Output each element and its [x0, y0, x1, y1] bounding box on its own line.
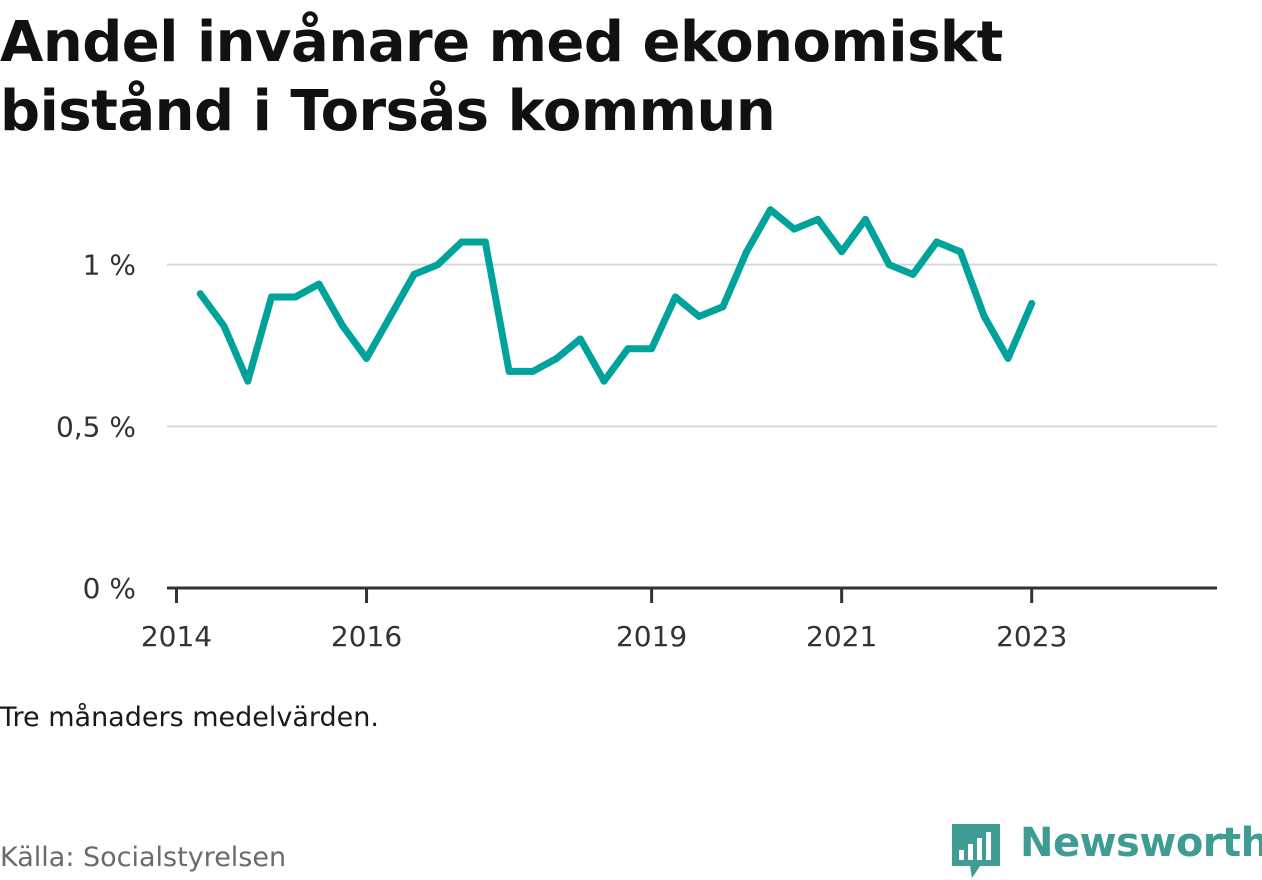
data-point: [790, 225, 798, 233]
data-point: [1028, 300, 1036, 307]
data-point: [410, 270, 418, 278]
source-label: Källa: Socialstyrelsen: [0, 842, 287, 873]
line-chart: 0 % 0,5 % 1 % 2014 2016 2019 2021 2023: [56, 206, 1217, 653]
data-point: [505, 367, 513, 375]
data-point: [244, 377, 252, 385]
chart-note: Tre månaders medelvärden.: [0, 702, 379, 733]
data-point: [956, 248, 964, 256]
data-point: [363, 354, 370, 362]
data-point: [458, 238, 466, 246]
brand-name: Newsworthy: [1020, 820, 1262, 866]
data-point: [434, 261, 442, 269]
data-point: [885, 261, 893, 269]
data-point: [529, 367, 537, 375]
y-tick-label: 0 %: [83, 572, 136, 605]
data-point: [671, 293, 679, 301]
x-tick-label: 2014: [141, 620, 212, 653]
data-point: [481, 238, 489, 246]
data-point: [196, 290, 204, 298]
data-point: [268, 293, 275, 301]
data-point: [600, 377, 608, 385]
data-point: [386, 312, 394, 320]
data-point: [980, 312, 988, 320]
data-point: [291, 293, 299, 301]
chart-title: Andel invånare med ekonomiskt bistånd i …: [0, 10, 1003, 144]
brand-logo: Newsworthy: [950, 818, 1262, 880]
data-point: [576, 335, 584, 343]
data-point: [766, 206, 774, 214]
data-point: [933, 238, 941, 246]
series-line: [196, 206, 1036, 385]
data-point: [1004, 354, 1012, 362]
x-tick-label: 2021: [806, 620, 877, 653]
x-axis-ticks: 2014 2016 2019 2021 2023: [141, 588, 1067, 653]
data-point: [553, 354, 561, 362]
x-tick-label: 2016: [331, 620, 402, 653]
data-points: [196, 206, 1036, 385]
bar-chart-logo-icon: [952, 824, 1000, 878]
x-tick-label: 2023: [996, 620, 1067, 653]
data-point: [315, 280, 323, 288]
data-point: [648, 345, 656, 353]
data-point: [838, 248, 846, 256]
y-tick-label: 1 %: [83, 249, 136, 282]
data-point: [743, 248, 751, 256]
gridlines: [167, 263, 1217, 428]
data-point: [220, 322, 228, 330]
data-point: [814, 215, 822, 223]
data-point: [339, 322, 347, 330]
data-point: [624, 345, 632, 353]
data-point: [861, 215, 869, 223]
data-point: [719, 303, 727, 311]
y-tick-label: 0,5 %: [56, 410, 136, 443]
x-tick-label: 2019: [616, 620, 687, 653]
y-axis-tick-labels: 0 % 0,5 % 1 %: [56, 249, 136, 605]
data-point: [909, 270, 917, 278]
data-point: [695, 312, 703, 320]
